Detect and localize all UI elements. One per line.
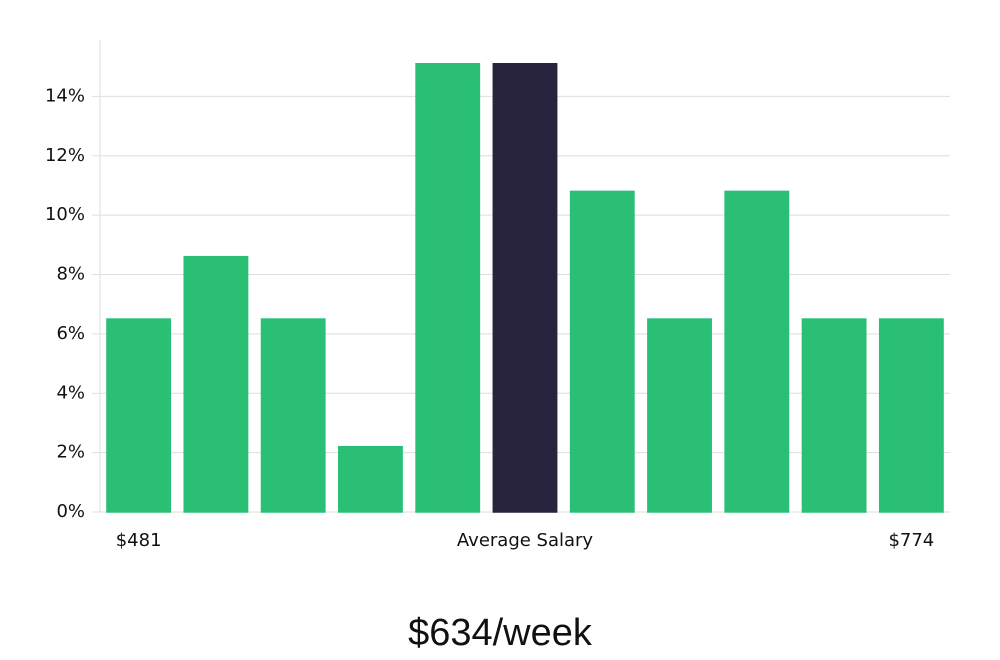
bar — [801, 318, 867, 513]
bar — [338, 445, 403, 513]
x-tick-label: Average Salary — [457, 530, 594, 551]
y-tick-label: 12% — [45, 145, 85, 166]
bar — [647, 318, 712, 513]
y-tick-label: 10% — [45, 204, 85, 225]
bar — [569, 190, 635, 513]
y-tick-label: 8% — [56, 264, 85, 285]
y-tick-label: 2% — [56, 442, 85, 463]
bar — [183, 255, 249, 513]
bar — [878, 318, 944, 513]
y-tick-label: 4% — [56, 382, 85, 403]
bar — [415, 62, 481, 513]
bar — [260, 318, 326, 513]
caption: $634/week — [408, 612, 593, 654]
y-tick-label: 14% — [45, 85, 85, 106]
y-tick-label: 0% — [56, 501, 85, 522]
bar — [492, 62, 558, 513]
y-tick-label: 6% — [56, 323, 85, 344]
x-tick-label: $774 — [888, 530, 934, 551]
bar — [724, 190, 790, 513]
bar — [106, 318, 172, 513]
x-tick-label: $481 — [116, 530, 162, 551]
